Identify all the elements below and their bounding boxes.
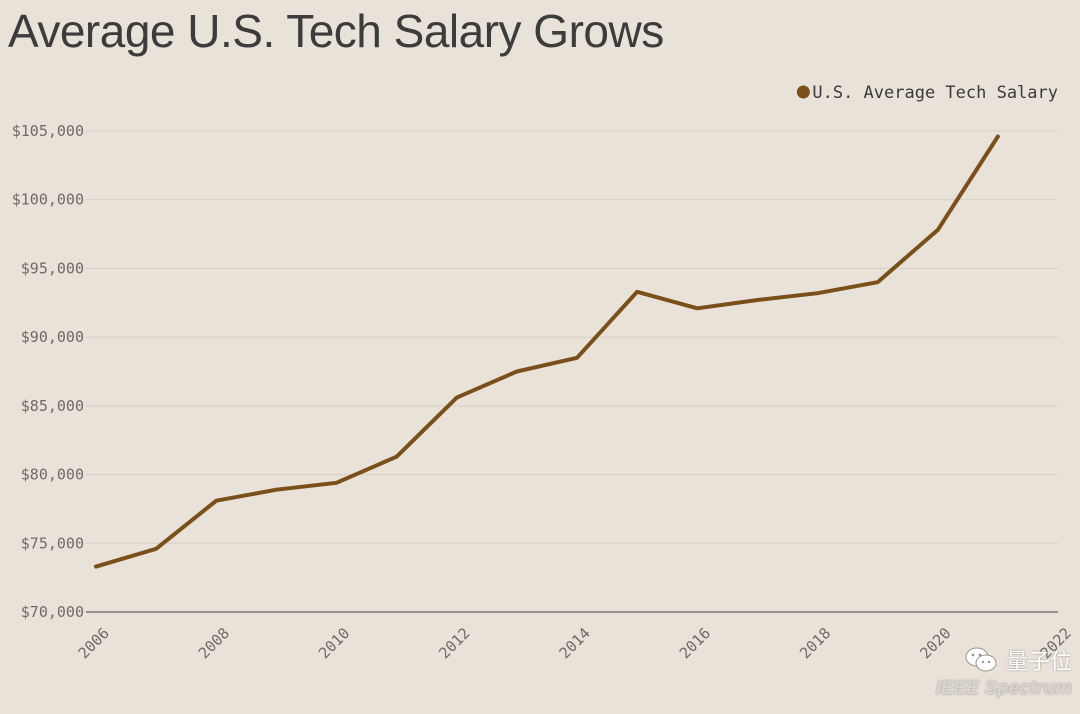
- series-line: [94, 134, 1000, 569]
- chart-title: Average U.S. Tech Salary Grows: [8, 5, 664, 57]
- x-tick-label: 2012: [435, 624, 473, 662]
- y-tick-label: $75,000: [21, 534, 84, 552]
- x-tick-label: 2010: [315, 624, 353, 662]
- watermark-source: IEEE Spectrum: [935, 678, 1072, 699]
- x-tick-label: 2006: [75, 624, 113, 662]
- y-tick-label: $80,000: [21, 466, 84, 484]
- watermark: 量子位 IEEE Spectrum: [936, 644, 1072, 700]
- y-tick-label: $105,000: [12, 122, 84, 140]
- y-tick-label: $100,000: [12, 191, 84, 209]
- y-tick-label: $85,000: [21, 397, 84, 415]
- wechat-icon: [965, 647, 997, 672]
- x-tick-label: 2018: [796, 624, 834, 662]
- y-tick-label: $70,000: [21, 603, 84, 621]
- watermark-brand: 量子位: [1005, 650, 1072, 675]
- legend-marker: [796, 85, 810, 99]
- x-tick-label: 2016: [676, 624, 714, 662]
- y-tick-label: $95,000: [21, 259, 84, 277]
- legend-label: U.S. Average Tech Salary: [812, 83, 1058, 103]
- x-tick-label: 2008: [195, 624, 233, 662]
- x-tick-label: 2014: [556, 624, 594, 662]
- y-tick-label: $90,000: [21, 328, 84, 346]
